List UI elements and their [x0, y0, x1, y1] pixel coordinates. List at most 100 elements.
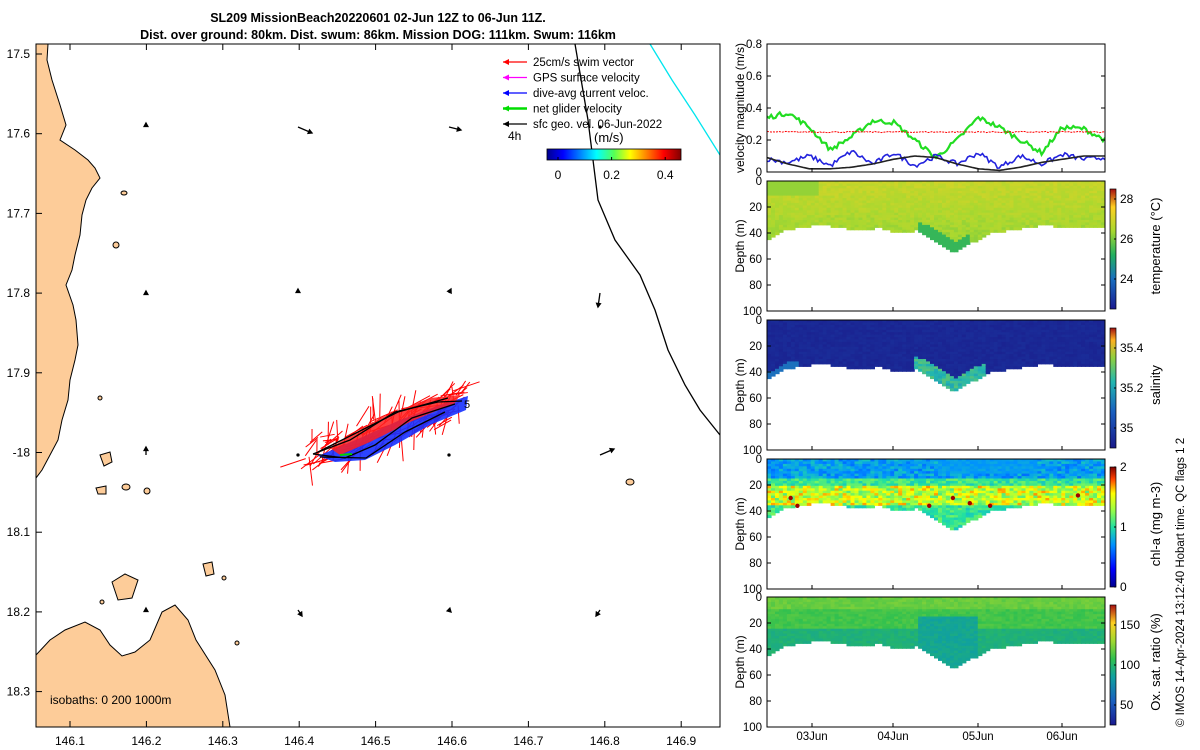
- section-cell: [997, 205, 1003, 209]
- section-cell: [786, 220, 792, 223]
- section-cell: [1089, 224, 1094, 228]
- section-cell: [1017, 193, 1023, 197]
- net-glider-velocity: [339, 453, 353, 456]
- section-cell: [830, 224, 836, 228]
- section-cell: [1017, 329, 1023, 333]
- section-cell: [1073, 320, 1078, 323]
- section-cell: [1093, 324, 1098, 328]
- section-cell: [1029, 220, 1034, 223]
- section-cell: [938, 198, 943, 202]
- section-cell: [938, 495, 943, 499]
- section-cell: [938, 205, 943, 209]
- section-cell: [981, 359, 987, 362]
- section-cell: [922, 502, 927, 506]
- section-cell: [1033, 190, 1038, 194]
- section-cell: [771, 483, 776, 487]
- section-cell: [771, 205, 776, 209]
- section-cell: [957, 217, 963, 221]
- section-cell: [834, 363, 840, 367]
- section-cell: [922, 488, 927, 492]
- section-cell: [942, 502, 947, 506]
- section-cell: [798, 224, 804, 228]
- section-cell: [1077, 207, 1082, 211]
- section-cell: [810, 200, 816, 204]
- section-cell: [981, 361, 987, 365]
- section-cell: [930, 493, 935, 497]
- section-cell: [810, 198, 816, 202]
- section-cell: [957, 354, 963, 358]
- section-cell: [894, 229, 899, 233]
- section-cell: [1049, 327, 1054, 331]
- section-cell: [910, 507, 915, 511]
- section-cell: [798, 466, 804, 470]
- section-cell: [1025, 183, 1031, 187]
- section-cell: [818, 322, 824, 326]
- section-cell: [850, 498, 856, 501]
- section-cell: [922, 224, 927, 228]
- section-cell: [949, 361, 955, 365]
- section-cell: [953, 505, 959, 509]
- section-cell: [906, 320, 911, 323]
- section-cell: [894, 198, 899, 202]
- section-cell: [953, 385, 959, 389]
- section-cell: [786, 478, 792, 482]
- section-cell: [922, 468, 927, 472]
- section-cell: [938, 466, 943, 470]
- section-cell: [930, 210, 935, 214]
- section-cell: [906, 332, 911, 336]
- section-cell: [949, 329, 955, 333]
- section-cell: [1089, 334, 1094, 338]
- section-cell: [997, 193, 1003, 197]
- section-cell: [969, 371, 975, 375]
- section-cell: [1097, 181, 1102, 184]
- section-cell: [938, 510, 943, 514]
- section-cell: [1021, 363, 1027, 367]
- section-cell: [822, 195, 828, 199]
- section-cell: [834, 205, 840, 209]
- section-cell: [965, 322, 971, 326]
- section-y-tick-label: 80: [749, 419, 762, 431]
- section-cell: [826, 495, 832, 499]
- section-cell: [886, 324, 891, 328]
- section-cell: [922, 356, 927, 360]
- section-cell: [822, 181, 828, 184]
- section-cell: [806, 359, 812, 362]
- section-cell: [846, 488, 852, 492]
- section-cell: [1029, 361, 1034, 365]
- swim-vector: [344, 424, 368, 438]
- section-cell: [782, 349, 788, 353]
- title-line-1: SL209 MissionBeach20220601 02-Jun 12Z to…: [210, 11, 546, 25]
- section-cell: [1061, 320, 1066, 323]
- section-cell: [870, 493, 875, 497]
- section-cell: [1069, 220, 1074, 223]
- section-cell: [786, 461, 792, 465]
- section-cell: [838, 488, 844, 492]
- section-cell: [1017, 354, 1023, 358]
- section-cell: [810, 463, 816, 467]
- section-cell: [826, 341, 832, 345]
- section-cell: [778, 339, 784, 343]
- section-cell: [790, 210, 796, 214]
- section-cell: [926, 195, 931, 199]
- section-cell: [957, 385, 963, 389]
- section-cell: [949, 483, 955, 487]
- section-cell: [922, 366, 927, 370]
- section-cell: [1045, 207, 1050, 211]
- section-cell: [1037, 222, 1042, 226]
- section-cell: [957, 202, 963, 206]
- section-cell: [914, 502, 919, 506]
- section-cell: [918, 224, 923, 228]
- section-cell: [786, 359, 792, 362]
- section-cell: [882, 205, 887, 209]
- section-cell: [902, 505, 907, 509]
- section-cell: [886, 227, 891, 231]
- section-cell: [1009, 327, 1015, 331]
- section-cell: [1057, 210, 1062, 214]
- section-cell: [953, 212, 959, 216]
- section-cell: [1013, 327, 1019, 331]
- island: [112, 241, 120, 249]
- section-cell: [965, 215, 971, 219]
- section-cell: [965, 483, 971, 487]
- section-cell: [802, 322, 808, 326]
- section-cell: [886, 485, 891, 489]
